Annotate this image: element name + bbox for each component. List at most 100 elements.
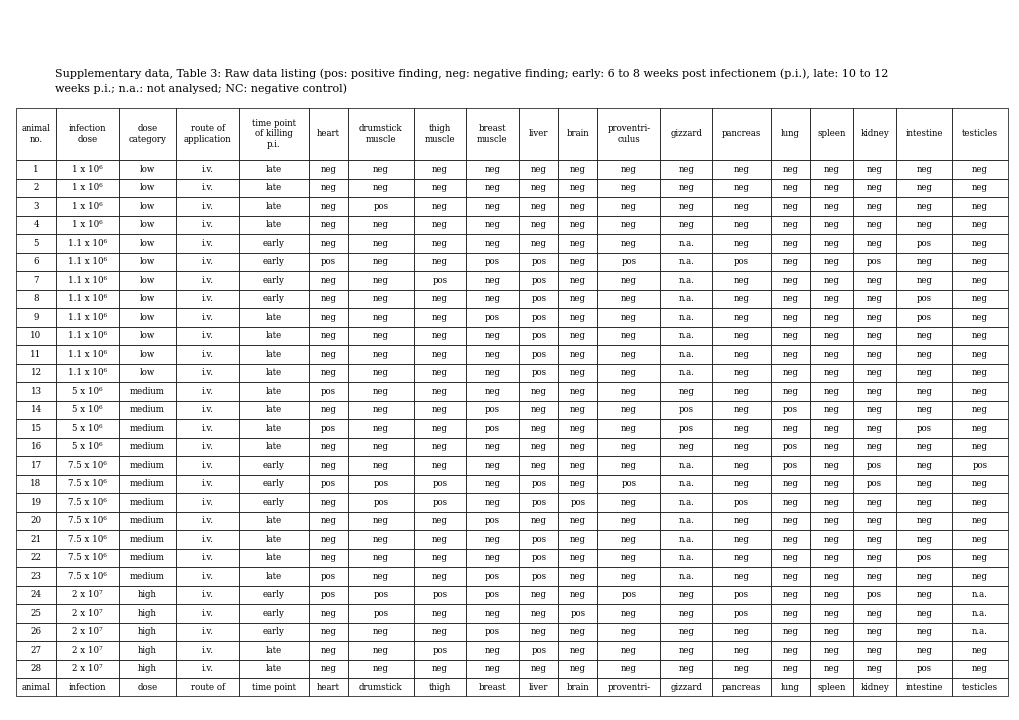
Text: neg: neg [782,165,798,174]
Bar [597,511,660,530]
Bar [239,678,309,696]
Text: n.a.: n.a. [678,276,694,284]
Text: neg: neg [971,535,987,544]
Bar [711,197,770,215]
Bar [896,197,952,215]
Text: neg: neg [570,461,585,469]
Text: neg: neg [373,294,388,303]
Bar [519,382,557,400]
Bar [519,345,557,364]
Text: neg: neg [621,572,636,581]
Bar [852,456,896,474]
Bar [176,289,239,308]
Bar [414,108,466,160]
Bar [239,289,309,308]
Bar [711,493,770,511]
Text: neg: neg [621,368,636,377]
Text: neg: neg [782,535,798,544]
Text: brain: brain [566,130,589,138]
Text: 17: 17 [31,461,42,469]
Text: neg: neg [621,535,636,544]
Text: neg: neg [915,350,931,359]
Text: neg: neg [733,442,749,451]
Bar [519,660,557,678]
Bar [809,585,852,604]
Bar [770,253,809,271]
Text: 12: 12 [31,368,42,377]
Text: pos: pos [373,498,388,507]
Bar [597,308,660,326]
Text: neg: neg [733,480,749,488]
Text: 2 x 10⁷: 2 x 10⁷ [72,590,103,599]
Text: neg: neg [822,442,839,451]
Text: neg: neg [320,442,336,451]
Text: pos: pos [916,239,931,248]
Text: pos: pos [432,276,447,284]
Bar [309,493,347,511]
Text: breast
muscle: breast muscle [477,125,507,144]
Text: neg: neg [866,405,881,414]
Text: i.v.: i.v. [202,331,213,341]
Text: neg: neg [866,646,881,654]
Text: neg: neg [570,368,585,377]
Text: neg: neg [484,184,500,192]
Text: neg: neg [621,312,636,322]
Text: pos: pos [531,368,546,377]
Bar [896,234,952,253]
Bar [176,419,239,438]
Bar [809,400,852,419]
Text: neg: neg [621,665,636,673]
Text: neg: neg [733,184,749,192]
Text: neg: neg [320,461,336,469]
Bar [347,585,414,604]
Text: neg: neg [373,535,388,544]
Text: neg: neg [621,202,636,211]
Text: neg: neg [678,184,694,192]
Text: neg: neg [971,312,987,322]
Text: low: low [140,368,155,377]
Text: neg: neg [822,646,839,654]
Bar [557,215,597,234]
Bar [239,493,309,511]
Text: medium: medium [130,516,165,526]
Text: time point
of killing
p.i.: time point of killing p.i. [252,119,296,149]
Bar [660,474,711,493]
Text: neg: neg [570,239,585,248]
Bar [347,253,414,271]
Bar [952,234,1007,253]
Text: neg: neg [530,590,546,599]
Text: late: late [266,442,282,451]
Bar [347,660,414,678]
Bar [809,382,852,400]
Text: neg: neg [484,665,500,673]
Bar [309,160,347,179]
Text: neg: neg [822,350,839,359]
Text: neg: neg [621,405,636,414]
Text: 22: 22 [31,553,42,562]
Bar [176,511,239,530]
Bar [414,456,466,474]
Text: i.v.: i.v. [202,257,213,266]
Bar [597,493,660,511]
Bar [347,179,414,197]
Text: neg: neg [915,220,931,229]
Text: pos: pos [484,516,499,526]
Text: intestine: intestine [905,130,943,138]
Text: neg: neg [320,608,336,618]
Bar [711,474,770,493]
Text: neg: neg [678,202,694,211]
Text: neg: neg [431,202,447,211]
Bar [896,364,952,382]
Bar [896,382,952,400]
Bar [519,511,557,530]
Text: neg: neg [484,535,500,544]
Bar [852,419,896,438]
Bar [770,400,809,419]
Text: 1 x 10⁶: 1 x 10⁶ [72,165,103,174]
Bar [711,364,770,382]
Text: pos: pos [432,646,447,654]
Bar [809,567,852,585]
Bar [239,253,309,271]
Bar [896,419,952,438]
Bar [809,234,852,253]
